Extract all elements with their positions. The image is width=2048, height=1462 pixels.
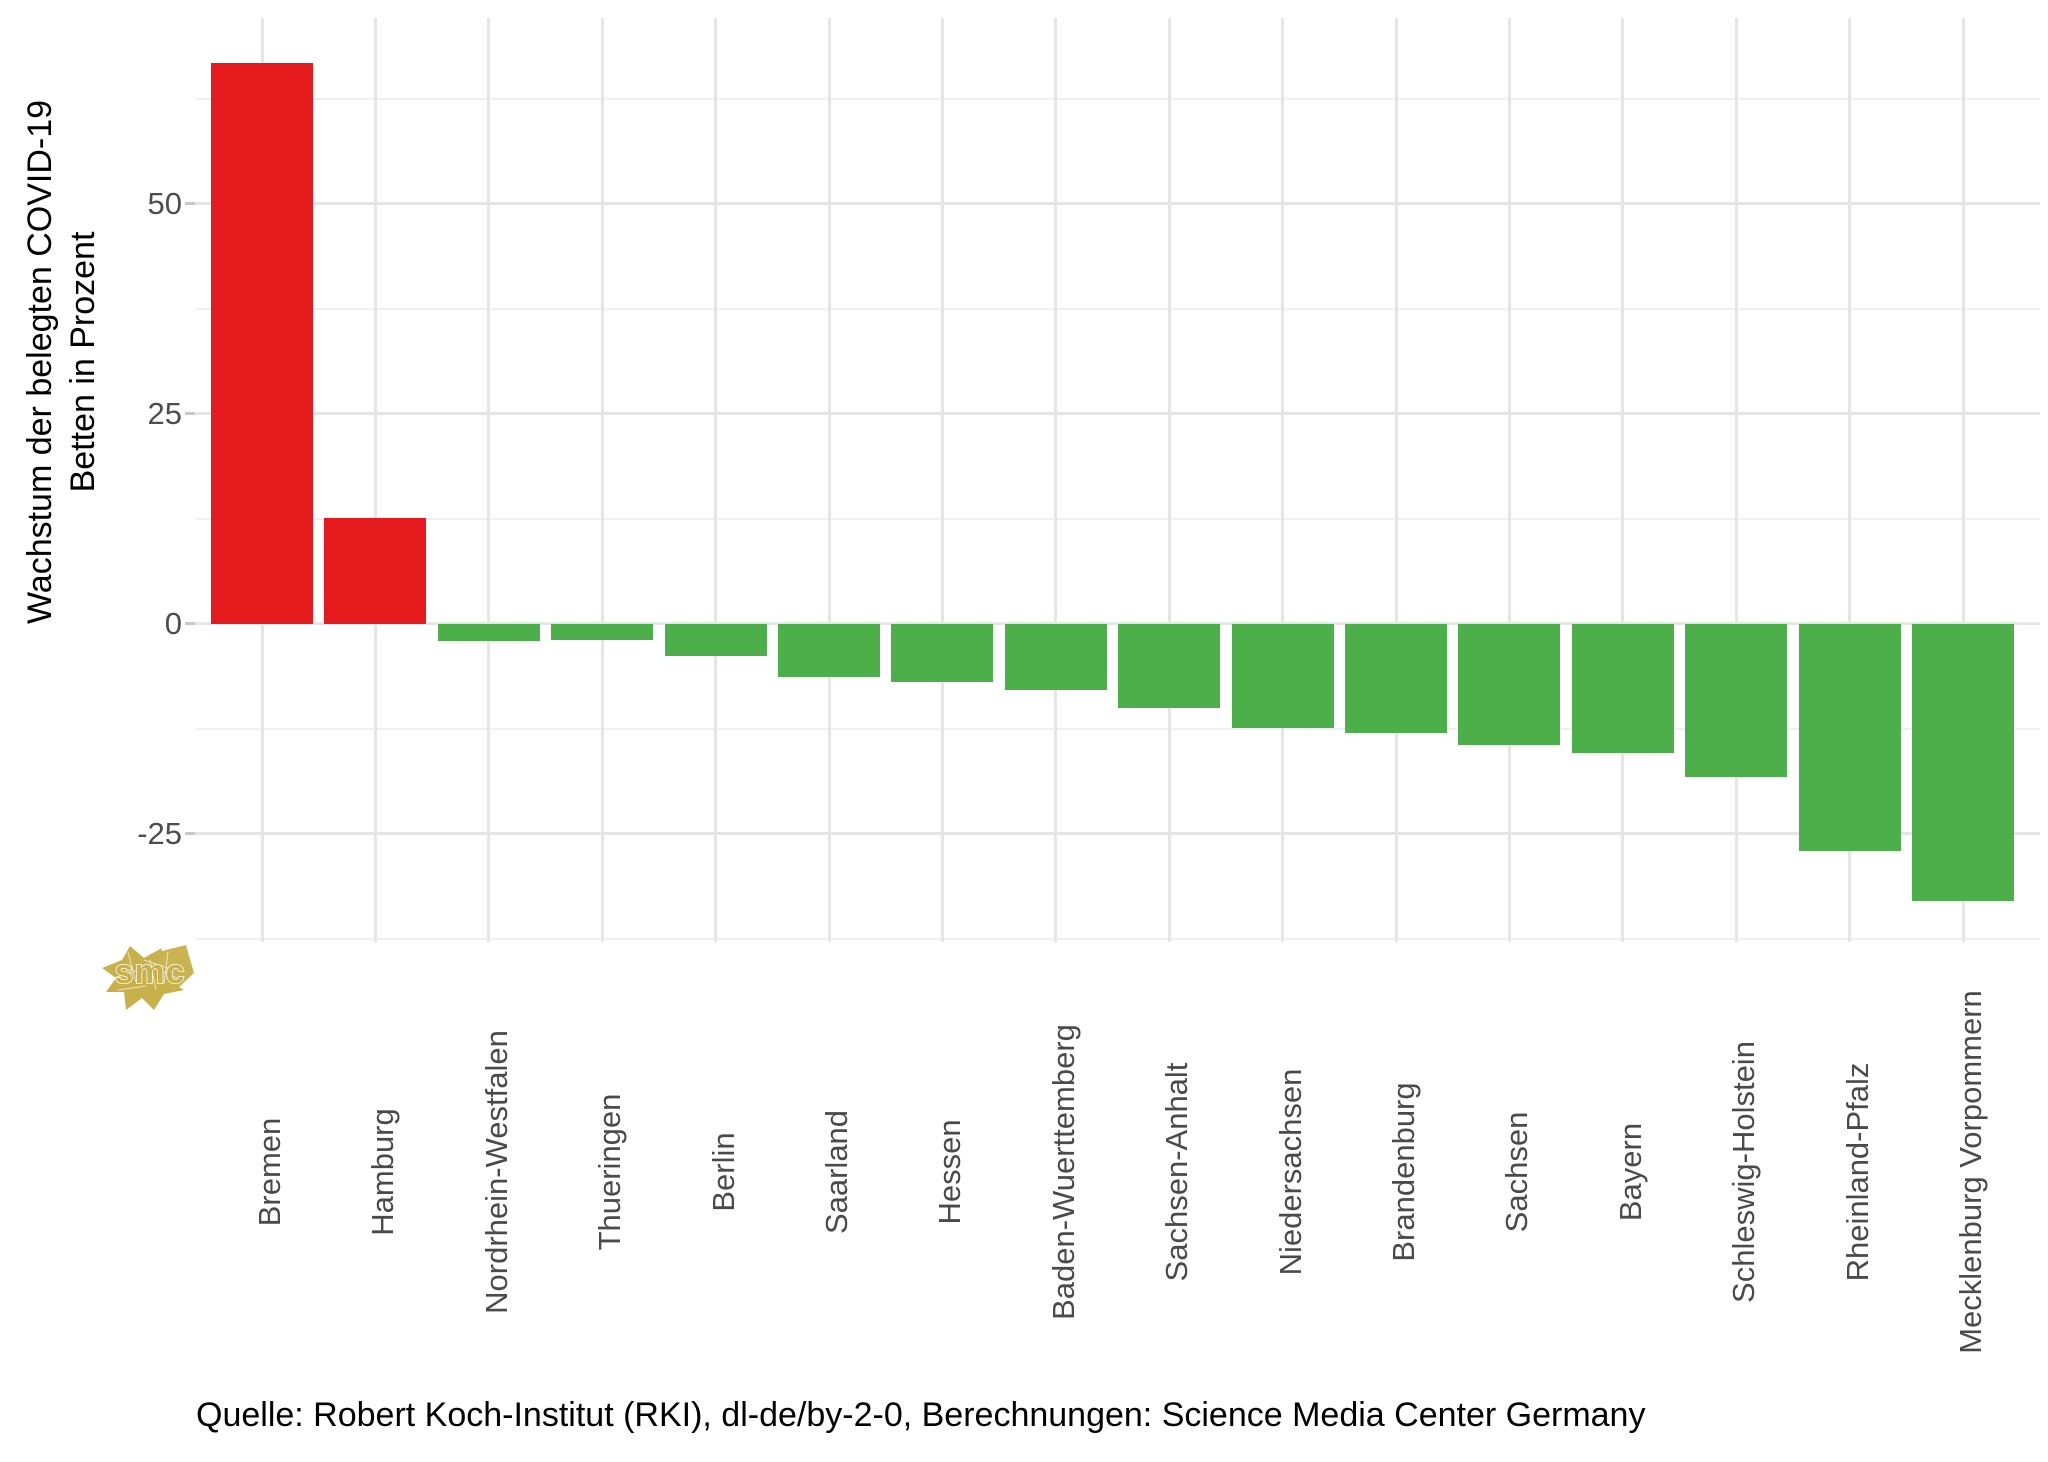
y-tick-mark-50 bbox=[185, 202, 195, 206]
gridline-minor--12.5 bbox=[195, 727, 2040, 730]
y-tick-label--25: -25 bbox=[137, 815, 182, 851]
x-label-hamburg: Hamburg bbox=[365, 1108, 401, 1236]
y-tick-label-50: 50 bbox=[147, 185, 182, 221]
smc-logo-cracks bbox=[107, 951, 183, 991]
gridline-minor-12.5 bbox=[195, 517, 2040, 520]
gridline-category-niedersachsen bbox=[1281, 18, 1285, 942]
y-tick-label-0: 0 bbox=[164, 605, 182, 641]
smc-logo-shape bbox=[102, 946, 184, 1010]
gridline-category-sachsen bbox=[1507, 18, 1511, 942]
y-axis-title-line1: Wachstum der belegten COVID-19 bbox=[21, 99, 60, 625]
y-axis-title-line2: Betten in Prozent bbox=[64, 231, 102, 493]
plot-panel bbox=[195, 18, 2040, 942]
bar-bayern bbox=[1571, 623, 1674, 753]
smc-logo: smc bbox=[102, 945, 194, 1010]
y-axis-title: Wachstum der belegten COVID-19 Betten in… bbox=[19, 100, 105, 624]
x-label-saarland: Saarland bbox=[819, 1109, 854, 1235]
bar-rheinland-pfalz bbox=[1798, 623, 1901, 852]
gridline-major-0 bbox=[195, 622, 2040, 626]
bar-hamburg bbox=[324, 517, 427, 624]
bar-nordrhein-westfalen bbox=[437, 623, 540, 642]
smc-logo-shape bbox=[150, 945, 194, 992]
gridline-category-berlin bbox=[714, 18, 718, 942]
bar-hessen bbox=[891, 623, 994, 683]
bar-berlin bbox=[664, 623, 767, 657]
gridline-category-hessen bbox=[940, 18, 944, 942]
bar-niedersachsen bbox=[1231, 623, 1334, 728]
gridline-category-hamburg bbox=[373, 18, 377, 942]
bar-brandenburg bbox=[1345, 623, 1447, 733]
y-tick-mark-25 bbox=[185, 412, 195, 416]
gridline-category-sachsen-anhalt bbox=[1167, 18, 1171, 942]
bar-sachsen bbox=[1458, 623, 1561, 745]
gridline-category-saarland bbox=[827, 18, 831, 942]
bar-bremen bbox=[211, 62, 313, 624]
x-label-bremen: Bremen bbox=[252, 1117, 287, 1227]
gridline-category-schleswig-holstein bbox=[1734, 18, 1738, 942]
bar-schleswig-holstein bbox=[1685, 623, 1788, 777]
gridline-major-50 bbox=[195, 202, 2040, 206]
y-tick-label-25: 25 bbox=[147, 395, 182, 431]
x-label-rheinland-pfalz: Rheinland-Pfalz bbox=[1839, 1062, 1875, 1282]
gridline-category-mecklenburg-vorpommern bbox=[1961, 18, 1965, 942]
bar-mecklenburg-vorpommern bbox=[1912, 623, 2014, 901]
gridline-category-baden-wuerttemberg bbox=[1054, 18, 1058, 942]
x-label-brandenburg: Brandenburg bbox=[1386, 1082, 1421, 1262]
x-label-nordrhein-westfalen: Nordrhein-Westfalen bbox=[478, 1030, 514, 1314]
y-tick-mark--25 bbox=[185, 832, 195, 836]
x-label-niedersachsen: Niedersachsen bbox=[1272, 1068, 1308, 1276]
gridline-category-thueringen bbox=[600, 18, 604, 942]
bar-sachsen-anhalt bbox=[1118, 623, 1221, 708]
gridline-major--25 bbox=[195, 832, 2040, 836]
bar-thueringen bbox=[551, 623, 654, 641]
x-label-mecklenburg-vorpommern: Mecklenburg Vorpommern bbox=[1953, 990, 1988, 1354]
gridline-major-25 bbox=[195, 412, 2040, 416]
x-label-thueringen: Thueringen bbox=[592, 1093, 628, 1251]
bar-saarland bbox=[778, 623, 880, 678]
gridline-minor--37.5 bbox=[195, 937, 2040, 940]
gridline-category-brandenburg bbox=[1394, 18, 1398, 942]
x-label-baden-wuerttemberg: Baden-Wuerttemberg bbox=[1045, 1024, 1081, 1320]
x-label-hessen: Hessen bbox=[932, 1119, 968, 1225]
x-label-sachsen: Sachsen bbox=[1499, 1111, 1535, 1233]
x-label-bayern: Bayern bbox=[1612, 1122, 1648, 1222]
gridline-category-nordrhein-westfalen bbox=[487, 18, 491, 942]
gridline-minor-37.5 bbox=[195, 307, 2040, 310]
source-caption: Quelle: Robert Koch-Institut (RKI), dl-d… bbox=[196, 1396, 1646, 1434]
smc-logo-text: smc bbox=[114, 953, 185, 991]
gridline-minor-62.5 bbox=[195, 97, 2040, 100]
x-label-berlin: Berlin bbox=[705, 1132, 741, 1212]
bar-baden-wuerttemberg bbox=[1004, 623, 1107, 690]
gridline-category-rheinland-pfalz bbox=[1848, 18, 1852, 942]
x-label-schleswig-holstein: Schleswig-Holstein bbox=[1726, 1041, 1762, 1303]
gridline-category-bayern bbox=[1621, 18, 1625, 942]
y-tick-mark-0 bbox=[185, 622, 195, 626]
x-label-sachsen-anhalt: Sachsen-Anhalt bbox=[1159, 1062, 1195, 1282]
